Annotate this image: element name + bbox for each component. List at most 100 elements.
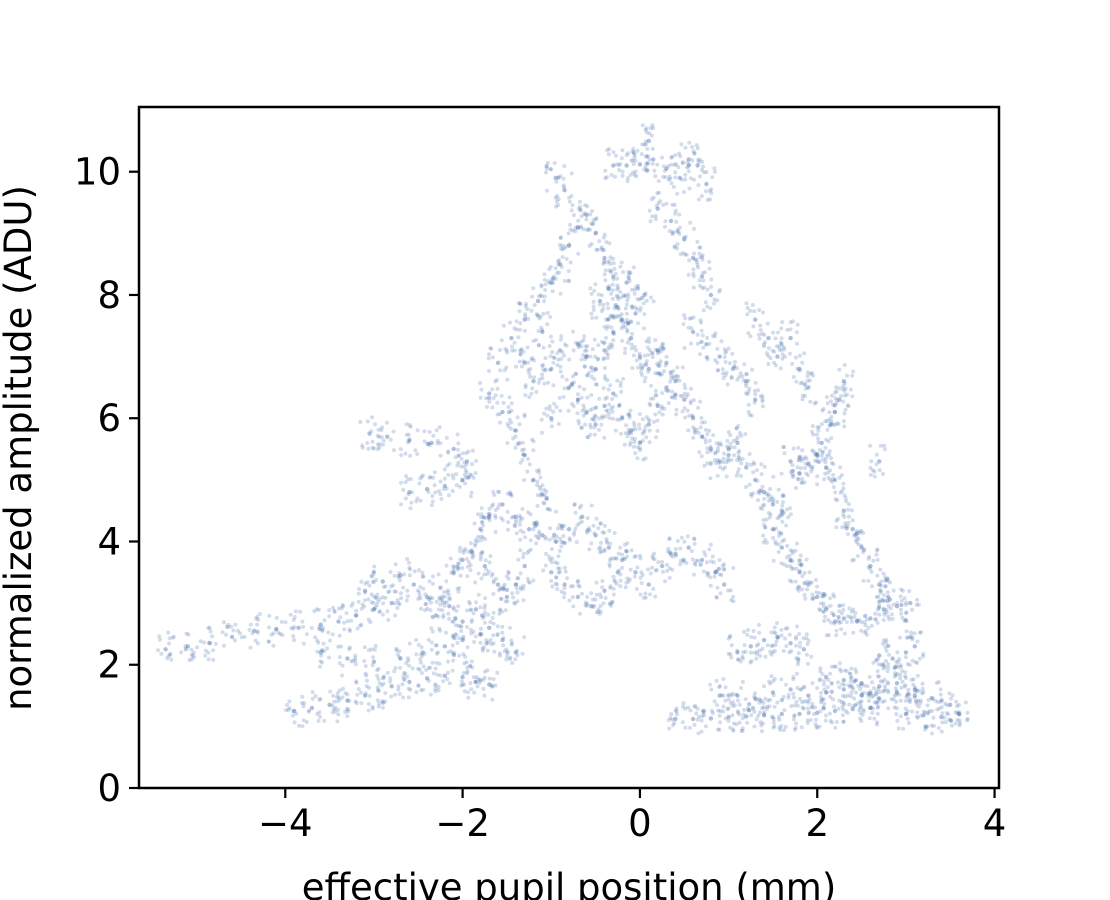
scatter-point	[397, 571, 402, 575]
scatter-point	[717, 567, 721, 571]
scatter-point	[746, 628, 750, 632]
scatter-point	[370, 574, 375, 579]
scatter-point	[769, 630, 774, 635]
scatter-point	[541, 363, 546, 368]
scatter-point	[531, 527, 536, 532]
scatter-point	[830, 393, 834, 398]
scatter-point	[650, 351, 655, 355]
scatter-point	[827, 633, 831, 638]
scatter-point	[794, 643, 799, 648]
scatter-point	[692, 722, 697, 727]
scatter-point	[517, 440, 522, 445]
scatter-point	[506, 571, 511, 576]
scatter-point	[542, 493, 547, 498]
scatter-point	[327, 608, 332, 613]
scatter-point	[551, 383, 556, 388]
scatter-point	[544, 551, 548, 556]
scatter-point	[763, 696, 768, 701]
scatter-point	[617, 168, 622, 172]
scatter-point	[341, 686, 345, 691]
scatter-point	[608, 586, 613, 590]
scatter-point	[725, 438, 730, 443]
scatter-point	[814, 451, 818, 456]
scatter-point	[630, 306, 635, 311]
scatter-point	[610, 600, 615, 605]
scatter-point	[366, 597, 371, 602]
scatter-point	[687, 186, 692, 191]
scatter-point	[501, 323, 506, 328]
scatter-point	[846, 507, 851, 512]
scatter-point	[656, 363, 661, 368]
scatter-point	[660, 412, 665, 417]
scatter-point	[756, 498, 761, 503]
scatter-point	[776, 550, 781, 554]
scatter-point	[530, 478, 535, 483]
scatter-point	[595, 247, 600, 252]
scatter-point	[778, 513, 782, 518]
scatter-point	[470, 448, 475, 453]
scatter-point	[735, 709, 740, 714]
scatter-point	[610, 315, 615, 320]
scatter-point	[337, 688, 342, 693]
scatter-point	[618, 380, 623, 385]
scatter-point	[708, 460, 713, 465]
scatter-point	[522, 447, 527, 452]
scatter-point	[884, 659, 888, 663]
scatter-point	[681, 322, 686, 327]
scatter-point	[488, 620, 493, 624]
scatter-point	[603, 168, 608, 173]
scatter-point	[637, 426, 642, 431]
scatter-point	[514, 586, 519, 591]
scatter-point	[836, 422, 841, 426]
scatter-point	[505, 599, 510, 604]
scatter-point	[877, 690, 882, 694]
scatter-point	[450, 643, 455, 648]
scatter-point	[822, 687, 827, 692]
scatter-point	[389, 600, 394, 606]
scatter-point	[690, 716, 696, 722]
scatter-point	[837, 620, 842, 625]
scatter-point	[566, 408, 571, 413]
scatter-point	[653, 393, 658, 398]
scatter-point	[883, 687, 888, 692]
scatter-point	[591, 221, 596, 226]
scatter-point	[542, 277, 547, 282]
scatter-point	[722, 582, 727, 587]
scatter-point	[606, 286, 612, 291]
scatter-point	[404, 474, 408, 478]
scatter-point	[569, 194, 574, 198]
scatter-point	[793, 548, 798, 553]
scatter-point	[381, 438, 386, 443]
scatter-point	[280, 633, 285, 638]
scatter-point	[714, 678, 719, 683]
scatter-point	[788, 320, 793, 325]
scatter-point	[480, 648, 485, 653]
scatter-point	[471, 629, 476, 634]
scatter-point	[544, 496, 549, 501]
scatter-point	[427, 443, 432, 448]
scatter-point	[765, 643, 770, 648]
scatter-point	[744, 371, 749, 376]
scatter-point	[745, 392, 750, 397]
scatter-point	[823, 456, 828, 461]
scatter-point	[674, 373, 679, 378]
scatter-point	[901, 726, 906, 731]
scatter-point	[680, 720, 685, 725]
scatter-point	[643, 291, 648, 296]
scatter-point	[699, 416, 704, 420]
scatter-point	[772, 724, 777, 728]
scatter-point	[495, 386, 500, 391]
scatter-point	[869, 569, 874, 574]
scatter-point	[640, 123, 645, 128]
scatter-point	[868, 691, 873, 696]
scatter-point	[596, 526, 601, 531]
scatter-point	[911, 682, 916, 687]
scatter-point	[949, 723, 954, 728]
scatter-point	[442, 467, 447, 472]
scatter-point	[523, 383, 528, 388]
scatter-point	[790, 475, 795, 479]
scatter-point	[535, 479, 540, 484]
scatter-point	[807, 378, 812, 383]
scatter-point	[890, 612, 894, 617]
scatter-point	[601, 601, 606, 606]
